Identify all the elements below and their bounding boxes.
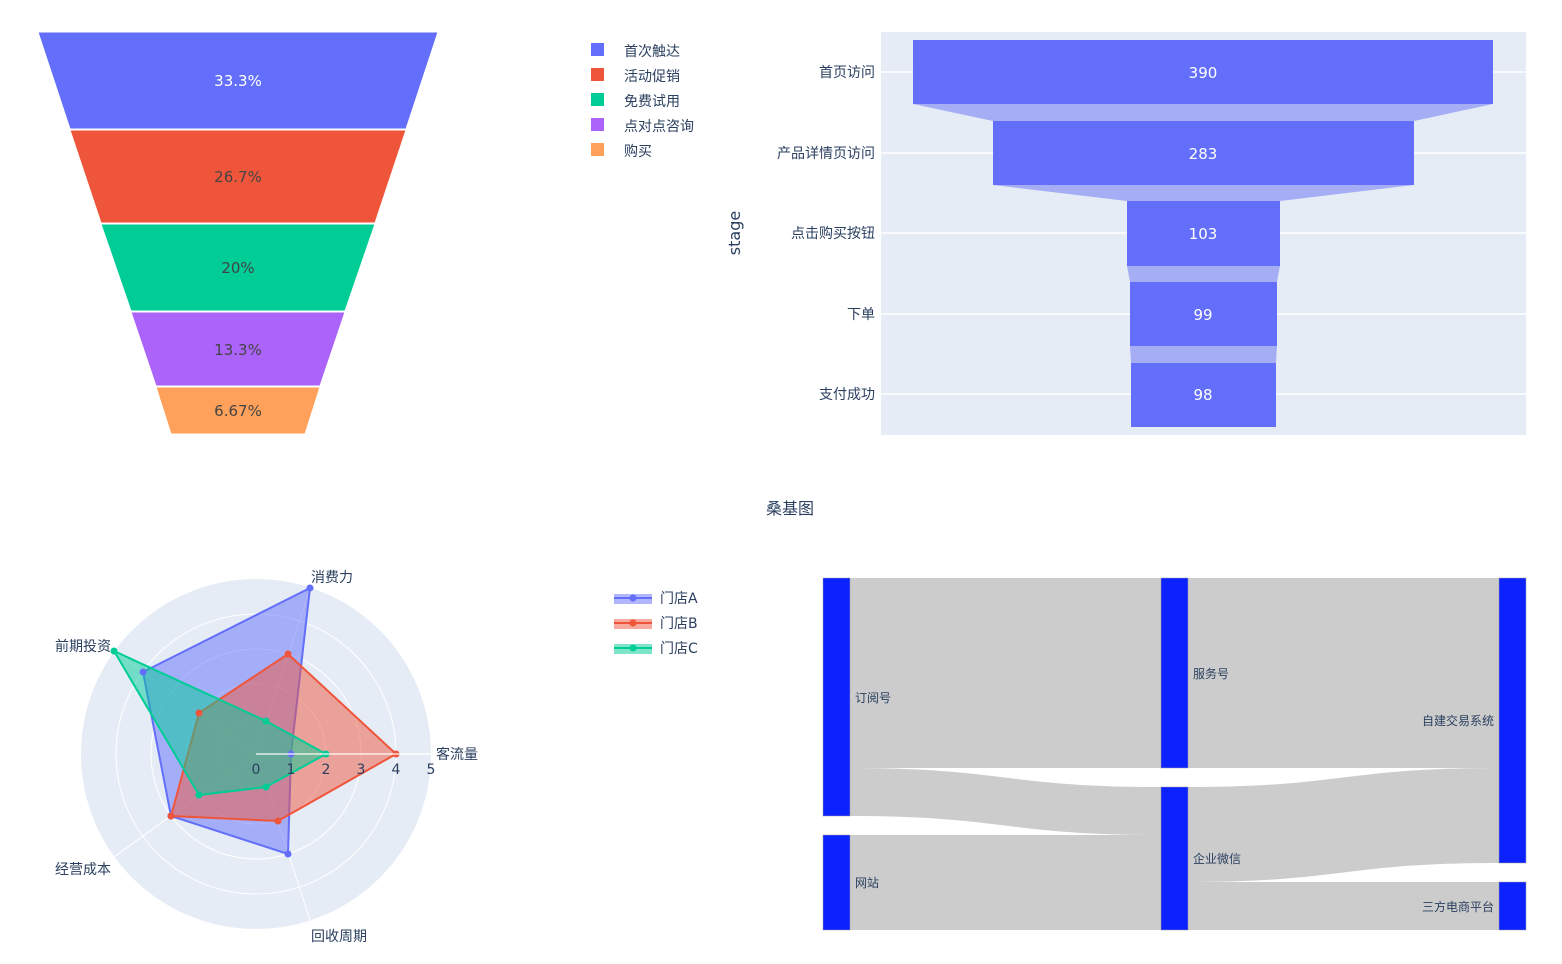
- sankey-node-label: 网站: [855, 876, 879, 890]
- legend-label: 门店A: [660, 591, 698, 607]
- funnel-bar[interactable]: [913, 40, 1493, 104]
- sankey-node-label: 三方电商平台: [1422, 899, 1494, 914]
- legend-swatch: [591, 68, 604, 81]
- radar-series-c[interactable]: [111, 648, 329, 797]
- funnel-segment-1[interactable]: [37, 31, 439, 130]
- radial-tick: 5: [427, 762, 436, 778]
- funnelarea-legend: 首次触达 活动促销 免费试用 点对点咨询 购买: [591, 43, 694, 160]
- legend-item[interactable]: 门店A: [614, 591, 698, 607]
- radar-markers-c: [110, 647, 330, 799]
- legend-label: 首次触达: [624, 44, 680, 60]
- radar-markers-b: [167, 650, 400, 825]
- funnel-label-5: 6.67%: [214, 402, 262, 420]
- legend-label: 购买: [624, 144, 652, 160]
- angular-label: 经营成本: [55, 862, 111, 878]
- funnel-value: 103: [1189, 225, 1218, 243]
- funnel-value: 98: [1193, 386, 1212, 404]
- funnel-connectors: [913, 104, 1493, 363]
- sankey-node[interactable]: [822, 834, 851, 931]
- angular-label: 客流量: [436, 746, 478, 763]
- legend-label: 免费试用: [624, 94, 680, 110]
- sankey-link[interactable]: [1188, 578, 1499, 768]
- legend-label: 点对点咨询: [624, 119, 694, 135]
- y-axis-title: stage: [725, 211, 744, 255]
- funnel-label-1: 33.3%: [214, 72, 262, 90]
- sankey-node-label: 订阅号: [855, 691, 891, 705]
- legend-item[interactable]: 点对点咨询: [591, 118, 694, 135]
- legend-item[interactable]: 门店B: [614, 616, 698, 632]
- legend-swatch: [591, 93, 604, 106]
- sankey-node-label: 企业微信: [1193, 851, 1241, 866]
- radial-tick: 2: [322, 762, 331, 778]
- funnel-value: 99: [1193, 306, 1212, 324]
- sankey-link[interactable]: [850, 578, 1161, 768]
- sankey-node-label: 自建交易系统: [1422, 713, 1494, 728]
- sankey-node[interactable]: [822, 577, 851, 817]
- funnel-bar[interactable]: [1127, 201, 1280, 266]
- funnel-chart: 390 283 103 99 98 首页访问 产品详情页访问 点击购买按钮 下单…: [725, 32, 1526, 435]
- y-tick-label: 首页访问: [819, 65, 875, 81]
- legend-item[interactable]: 活动促销: [591, 68, 680, 85]
- legend-swatch: [591, 143, 604, 156]
- funnel-segment-2[interactable]: [69, 129, 407, 224]
- angular-label: 消费力: [311, 570, 353, 586]
- sankey-link[interactable]: [850, 835, 1161, 930]
- legend-item[interactable]: 购买: [591, 143, 652, 160]
- legend-swatch: [591, 43, 604, 56]
- sankey-chart: 桑基图 订阅号 网站 服务号 企业微信 自建交易系统 三方电商平台: [766, 499, 1527, 931]
- funnel-bar[interactable]: [1130, 282, 1277, 346]
- y-tick-label: 支付成功: [819, 387, 875, 403]
- y-tick-label: 点击购买按钮: [791, 226, 875, 242]
- sankey-title: 桑基图: [766, 499, 814, 518]
- legend-label: 活动促销: [624, 69, 680, 85]
- angular-label: 前期投资: [55, 638, 111, 655]
- sankey-node[interactable]: [1498, 577, 1527, 864]
- funnel-label-2: 26.7%: [214, 168, 262, 186]
- legend-label: 门店B: [660, 616, 698, 632]
- y-tick-label: 产品详情页访问: [777, 146, 875, 162]
- funnel-bar[interactable]: [1131, 363, 1276, 427]
- sankey-node[interactable]: [1160, 577, 1189, 769]
- radial-tick: 4: [392, 762, 401, 778]
- sankey-links: [850, 578, 1499, 930]
- funnel-segment-3[interactable]: [100, 223, 376, 312]
- legend-item[interactable]: 免费试用: [591, 93, 680, 110]
- legend-label: 门店C: [660, 641, 698, 657]
- radial-tick: 1: [287, 762, 296, 778]
- radial-tick: 0: [252, 762, 261, 778]
- sankey-node[interactable]: [1498, 881, 1527, 931]
- sankey-node[interactable]: [1160, 786, 1189, 931]
- sankey-nodes: [822, 577, 1527, 931]
- funnel-bar[interactable]: [993, 121, 1414, 185]
- legend-swatch: [591, 118, 604, 131]
- funnel-segment-5[interactable]: [155, 386, 321, 435]
- funnelarea-chart: 33.3% 26.7% 20% 13.3% 6.67%: [37, 31, 439, 435]
- legend-item[interactable]: 首次触达: [591, 43, 680, 60]
- sankey-node-label: 服务号: [1193, 666, 1229, 681]
- sankey-link[interactable]: [1188, 882, 1499, 930]
- radial-tick: 3: [357, 762, 366, 778]
- y-tick-label: 下单: [847, 307, 875, 323]
- funnel-value: 283: [1189, 145, 1218, 163]
- funnel-label-3: 20%: [221, 259, 254, 277]
- funnel-label-4: 13.3%: [214, 341, 262, 359]
- sankey-link[interactable]: [1188, 768, 1499, 882]
- funnel-value: 390: [1189, 64, 1218, 82]
- funnel-segment-4[interactable]: [130, 311, 346, 387]
- radar-chart: 0 1 2 3 4 5 客流量 消费力 前期投资 经营成本 回收周期: [55, 570, 478, 945]
- legend-item[interactable]: 门店C: [614, 641, 698, 657]
- radar-legend: 门店A 门店B 门店C: [614, 591, 698, 657]
- angular-label: 回收周期: [311, 929, 367, 945]
- sankey-link[interactable]: [850, 768, 1161, 835]
